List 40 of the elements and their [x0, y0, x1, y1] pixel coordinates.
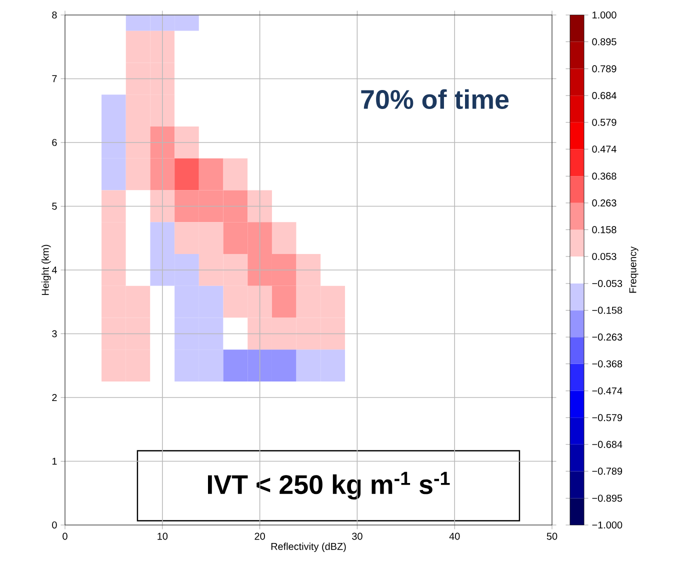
y-tick-label: 5	[52, 202, 57, 210]
x-tick-label: 20	[254, 532, 265, 540]
color-bar-label: 0.053	[592, 252, 616, 260]
y-tick-label: 0	[52, 521, 57, 529]
color-bar-label: −0.579	[592, 414, 622, 422]
x-tick-label: 0	[62, 532, 68, 540]
y-tick-label: 1	[52, 458, 57, 465]
annotation: 70% of time	[361, 89, 509, 110]
color-bar-label: −0.789	[592, 468, 622, 475]
x-tick-label: 10	[158, 532, 168, 540]
color-bar-label: 0.263	[592, 199, 616, 206]
color-bar-label: −0.684	[592, 440, 622, 448]
color-bar-label: 1.000	[592, 11, 616, 19]
y-tick-label: 7	[52, 75, 57, 82]
color-bar-label: −0.053	[592, 280, 622, 288]
color-bar-label: 0.579	[592, 118, 616, 126]
x-tick-label: 40	[449, 532, 460, 540]
color-bar-label: 0.368	[592, 172, 616, 180]
y-tick-label: 3	[52, 330, 57, 338]
x-axis-title: Reflectivity (dBZ)	[271, 542, 346, 552]
color-bar-label: −0.368	[592, 360, 622, 368]
annotation: IVT < 250 kg m$^{-1}$ s$^{-1}$	[208, 472, 450, 500]
color-bar-label: −0.158	[592, 306, 622, 314]
y-axis-title: Height (km)	[42, 244, 51, 295]
color-bar-title: Frequency	[629, 246, 638, 293]
x-tick-label: 50	[546, 532, 558, 540]
color-bar-label: 0.474	[592, 146, 616, 153]
color-bar-label: −0.895	[592, 494, 622, 502]
color-bar-label: 0.895	[592, 38, 616, 46]
color-bar-label: 0.684	[592, 92, 616, 100]
y-tick-label: 2	[52, 394, 57, 401]
color-bar-label: 0.789	[592, 65, 616, 72]
x-tick-label: 30	[352, 532, 362, 540]
color-bar-label: −0.474	[592, 387, 622, 394]
y-tick-label: 4	[52, 266, 57, 274]
color-bar-label: −0.263	[592, 334, 622, 341]
color-bar-label: 0.158	[592, 226, 616, 234]
y-tick-label: 6	[52, 138, 57, 146]
color-bar-label: −1.000	[592, 521, 622, 529]
y-tick-label: 8	[52, 11, 57, 19]
